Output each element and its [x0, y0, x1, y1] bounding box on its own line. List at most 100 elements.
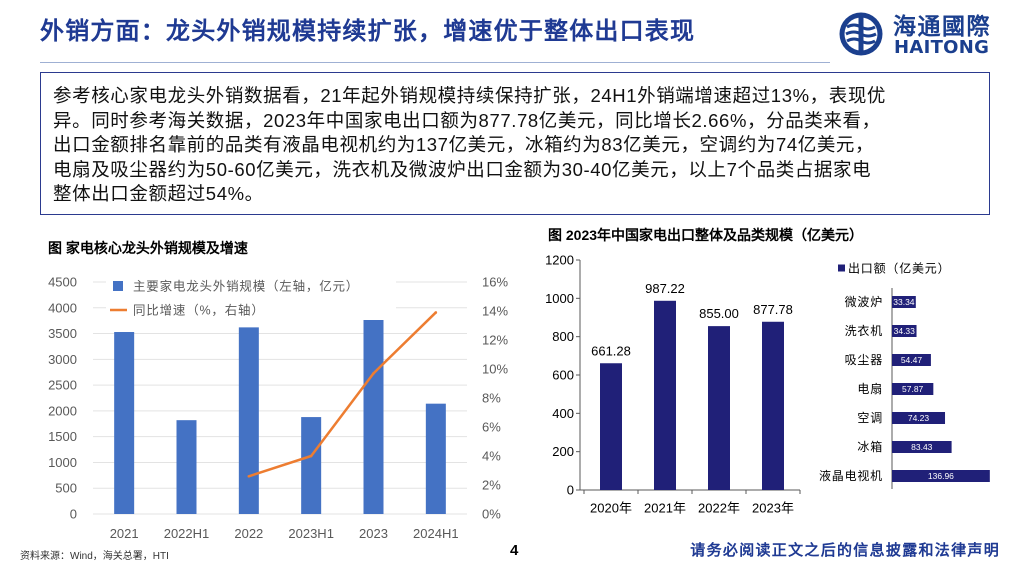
export-total-bar	[654, 300, 676, 490]
export-scale-bar	[425, 403, 446, 514]
category-label: 冰箱	[857, 439, 883, 454]
page-number: 4	[510, 542, 519, 559]
y-right-tick-label: 12%	[482, 333, 508, 348]
y-right-tick-label: 14%	[482, 304, 508, 319]
y-tick-label: 0	[567, 483, 574, 498]
summary-line: 电扇及吸尘器约为50-60亿美元，洗衣机及微波炉出口金额为30-40亿美元，以上…	[53, 158, 872, 180]
growth-rate-point	[247, 475, 251, 478]
left-figure-title: 图 家电核心龙头外销规模及增速	[48, 240, 248, 256]
bar-value-label: 877.78	[753, 302, 793, 317]
y-left-tick-label: 500	[55, 481, 77, 496]
export-scale-bar	[114, 332, 135, 514]
y-left-tick-label: 3500	[48, 326, 77, 341]
x-category-label: 2022H1	[164, 526, 210, 541]
bar-value-label: 34.33	[894, 326, 916, 336]
x-category-label: 2022	[234, 526, 263, 541]
growth-rate-point	[372, 372, 375, 375]
category-export-bar	[892, 412, 946, 424]
y-left-tick-label: 4000	[48, 300, 77, 315]
y-left-tick-label: 3000	[48, 352, 77, 367]
legend-label-bar: 主要家电龙头外销规模（左轴，亿元）	[133, 279, 359, 294]
export-total-bar	[600, 363, 622, 490]
category-export-bar	[892, 296, 916, 308]
legend-swatch-bar	[113, 281, 123, 291]
bar-value-label: 74.23	[908, 413, 930, 423]
category-export-bar	[892, 470, 990, 482]
logo-chinese-name: 海通國際	[893, 13, 991, 39]
page-title: 外销方面：龙头外销规模持续扩张，增速优于整体出口表现	[40, 18, 696, 45]
y-tick-label: 200	[552, 444, 574, 459]
y-left-tick-label: 4500	[48, 275, 77, 290]
y-tick-label: 800	[552, 329, 574, 344]
y-tick-label: 1000	[545, 291, 574, 306]
x-category-label: 2022年	[698, 501, 740, 516]
category-export-bar	[892, 325, 917, 337]
legal-disclaimer: 请务必阅读正文之后的信息披露和法律声明	[690, 542, 1000, 559]
right-figure-title: 图 2023年中国家电出口整体及品类规模（亿美元）	[548, 227, 864, 243]
y-left-tick-label: 1000	[48, 455, 77, 470]
category-export-bar	[892, 441, 952, 453]
export-total-bar	[762, 321, 784, 490]
y-tick-label: 600	[552, 368, 574, 383]
y-left-tick-label: 2000	[48, 403, 77, 418]
source-note: 资料来源：Wind，海关总署，HTI	[20, 551, 169, 562]
summary-line: 异。同时参考海关数据，2023年中国家电出口额为877.78亿美元，同比增长2.…	[53, 109, 881, 131]
bar-value-label: 987.22	[645, 281, 685, 296]
category-label: 洗衣机	[845, 323, 883, 338]
bar-value-label: 54.47	[901, 355, 923, 365]
category-label: 吸尘器	[845, 353, 883, 367]
logo-english-name: HAITONG	[894, 37, 990, 58]
bar-value-label: 136.96	[928, 471, 954, 481]
summary-line: 参考核心家电龙头外销数据看，21年起外销规模持续保持扩张，24H1外销端增速超过…	[53, 85, 887, 106]
y-right-tick-label: 2%	[482, 478, 501, 493]
export-scale-bar	[301, 417, 322, 514]
bar-value-label: 855.00	[699, 306, 739, 321]
x-category-label: 2024H1	[413, 526, 459, 541]
x-category-label: 2023年	[752, 501, 794, 516]
y-left-tick-label: 0	[70, 507, 77, 522]
export-scale-bar	[176, 420, 197, 514]
emblem-mast	[858, 15, 864, 53]
y-right-tick-label: 6%	[482, 420, 501, 435]
summary-text-box: 参考核心家电龙头外销数据看，21年起外销规模持续保持扩张，24H1外销端增速超过…	[40, 72, 990, 215]
y-right-tick-label: 10%	[482, 362, 508, 377]
export-total-bar	[708, 326, 730, 490]
x-category-label: 2021年	[644, 501, 686, 516]
growth-rate-point	[434, 311, 438, 314]
summary-line: 整体出口金额超过54%。	[53, 183, 264, 204]
summary-line: 出口金额排名靠前的品类有液晶电视机约为137亿美元，冰箱约为83亿美元，空调约为…	[53, 134, 875, 155]
y-right-tick-label: 4%	[482, 449, 501, 464]
y-right-tick-label: 8%	[482, 391, 501, 406]
export-scale-growth-combo-chart: 0 500 1000 1500 2000 2500 3000 3500 4000 4500 0% 2%…	[48, 274, 508, 541]
growth-rate-line	[248, 311, 437, 478]
y-left-tick-label: 2500	[48, 378, 77, 393]
bar-value-label: 33.34	[893, 297, 915, 307]
category-export-bar	[892, 354, 931, 366]
growth-rate-point	[309, 454, 313, 458]
y-tick-label: 400	[552, 406, 574, 421]
bar-value-label: 83.43	[911, 442, 933, 452]
export-scale-bar	[238, 327, 259, 514]
x-category-label: 2021	[110, 526, 139, 541]
category-label: 液晶电视机	[819, 468, 883, 483]
category-label: 微波炉	[845, 295, 883, 309]
legend-label: 出口额（亿美元）	[848, 261, 950, 276]
x-category-label: 2023H1	[288, 526, 334, 541]
y-right-tick-label: 16%	[482, 275, 508, 290]
export-scale-bar	[363, 309, 384, 514]
export-total-bar-chart: 0 200 400 600 800 1000 1200 661.28 2020年 987.22 20…	[545, 253, 801, 516]
bar-value-label: 661.28	[591, 343, 631, 358]
y-right-tick-label: 0%	[482, 507, 501, 522]
y-left-tick-label: 1500	[48, 429, 77, 444]
x-category-label: 2020年	[590, 501, 632, 516]
category-export-hbar-chart: 出口额（亿美元） 微波炉 33.34 洗衣机 34.33 吸尘器 54.47 电扇 57.87 空…	[819, 261, 990, 489]
category-export-bar	[892, 383, 934, 395]
bar-value-label: 57.87	[902, 384, 924, 394]
legend-swatch	[838, 264, 845, 272]
y-tick-label: 1200	[545, 253, 574, 268]
legend-background	[106, 274, 396, 320]
legend-label-line: 同比增速（%，右轴）	[133, 303, 265, 318]
x-category-label: 2023	[359, 526, 388, 541]
title-divider	[40, 62, 830, 63]
